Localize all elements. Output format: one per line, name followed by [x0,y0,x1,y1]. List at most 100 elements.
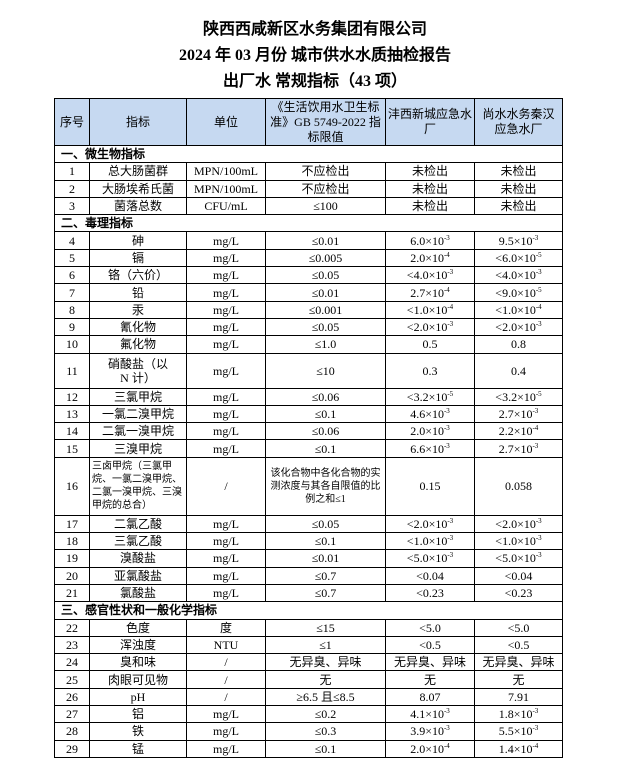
row-unit: mg/L [186,352,266,389]
row-limit: ≤0.01 [265,231,386,250]
row-unit: mg/L [186,722,266,741]
row-no: 28 [54,722,90,741]
row-unit: MPN/100mL [186,179,266,198]
value-exponent: -3 [535,268,542,277]
row-item: 汞 [89,300,187,319]
row-item: 溴酸盐 [89,549,187,568]
row-plant2: <0.23 [474,583,563,603]
row-plant1: <0.23 [385,583,475,603]
table-row: 9 氰化物 mg/L ≤0.05 <2.0×10-3 <2.0×10-3 [54,317,563,337]
row-unit: mg/L [186,231,266,250]
row-unit: mg/L [186,248,266,268]
row-unit: / [186,670,266,689]
row-plant1: 6.6×10-3 [385,439,475,458]
value-exponent: -3 [443,424,450,433]
header-item: 指标 [89,98,187,146]
value-base: <2.0×10 [406,516,448,531]
row-no: 21 [54,583,90,603]
row-plant2: 9.5×10-3 [474,231,563,250]
value-base: 2.0×10 [410,250,444,265]
table-row: 10 氟化物 mg/L ≤1.0 0.5 0.8 [54,335,563,354]
row-limit: ≤10 [265,352,386,389]
table-header-row: 序号 指标 单位 《生活饮用水卫生标准》GB 5749-2022 指标限值 沣西… [54,98,563,146]
row-limit: 无 [265,670,386,689]
row-plant1: <2.0×10-3 [385,514,475,534]
row-plant1: 未检出 [385,196,475,216]
value-base: <2.0×10 [406,320,448,335]
value-exponent: -4 [532,741,539,750]
section-header: 二、毒理指标 [54,214,563,233]
row-item: 菌落总数 [89,196,187,216]
report-titles: 陕西西咸新区水务集团有限公司 2024 年 03 月份 城市供水水质抽检报告 出… [0,17,630,95]
row-plant1: 4.6×10-3 [385,404,475,424]
table-row: 17 二氯乙酸 mg/L ≤0.05 <2.0×10-3 <2.0×10-3 [54,514,563,534]
table-row: 7 铅 mg/L ≤0.01 2.7×10-4 <9.0×10-5 [54,283,563,302]
row-item: 砷 [89,231,187,250]
table-row: 19 溴酸盐 mg/L ≤0.01 <5.0×10-3 <5.0×10-3 [54,549,563,568]
row-no: 11 [54,352,90,389]
row-plant1: 4.1×10-3 [385,705,475,724]
row-plant2: 无异臭、异味 [474,653,563,672]
value-base: 4.6×10 [410,407,444,421]
value-exponent: -4 [447,302,454,311]
row-no: 13 [54,404,90,424]
value-base: 1.8×10 [498,707,533,722]
value-exponent: -3 [443,707,450,716]
row-plant2: <0.5 [474,635,563,655]
value-base: 5.5×10 [498,724,533,739]
row-no: 5 [54,248,90,268]
row-item: pH [89,687,187,707]
row-limit: ≤0.05 [265,514,386,534]
row-plant1: 6.0×10-3 [385,231,475,250]
value-base: 4.1×10 [410,707,444,722]
row-plant1: 未检出 [385,162,475,181]
value-exponent: -3 [535,534,542,543]
value-exponent: -3 [447,551,454,560]
value-base: <6.0×10 [495,250,536,265]
row-plant1: 0.3 [385,352,475,389]
row-no: 22 [54,618,90,637]
row-limit: ≤0.3 [265,722,386,741]
row-item: 臭和味 [89,653,187,672]
value-exponent: -5 [535,250,542,259]
table-row: 24 臭和味 / 无异臭、异味 无异臭、异味 无异臭、异味 [54,653,563,672]
value-base: <3.2×10 [495,389,536,404]
value-exponent: -3 [532,233,539,242]
row-item: 氟化物 [89,335,187,354]
row-plant1: 无 [385,670,475,689]
row-plant1: <0.5 [385,635,475,655]
report-title: 2024 年 03 月份 城市供水水质抽检报告 [178,47,451,64]
section-title: 三、感官性状和一般化学指标 [54,601,563,620]
row-plant2: 2.2×10-4 [474,422,563,441]
row-no: 3 [54,196,90,216]
table-row: 12 三氯甲烷 mg/L ≤0.06 <3.2×10-5 <3.2×10-5 [54,387,563,406]
row-plant1: <0.04 [385,566,475,585]
row-no: 12 [54,387,90,406]
row-plant2: 0.4 [474,352,563,389]
value-exponent: -4 [532,424,539,433]
value-exponent: -4 [535,302,542,311]
table-row: 22 色度度 ≤15 <5.0 <5.0 [54,618,563,637]
row-item: 总大肠菌群 [89,162,187,181]
value-base: <5.0×10 [406,551,448,566]
row-plant1: 3.9×10-3 [385,722,475,741]
value-base: <1.0×10 [495,302,536,317]
row-plant2: <3.2×10-5 [474,387,563,406]
row-plant2: 1.4×10-4 [474,739,563,758]
table-row: 28 铁 mg/L ≤0.3 3.9×10-3 5.5×10-3 [54,722,563,741]
row-plant2: <4.0×10-3 [474,266,563,285]
row-item: 一氯二溴甲烷 [89,404,187,424]
row-no: 7 [54,283,90,302]
row-item: 锰 [89,739,187,758]
row-limit: ≤0.01 [265,283,386,302]
row-plant1: <3.2×10-5 [385,387,475,406]
header-plant1: 沣西新城应急水厂 [385,98,475,146]
value-exponent: -3 [447,534,454,543]
row-unit: mg/L [186,532,266,551]
row-item: 铅 [89,283,187,302]
row-unit: / [186,687,266,707]
row-limit: ≤100 [265,196,386,216]
table-row: 21 氯酸盐 mg/L ≤0.7 <0.23 <0.23 [54,583,563,603]
row-no: 2 [54,179,90,198]
value-exponent: -3 [532,724,539,733]
